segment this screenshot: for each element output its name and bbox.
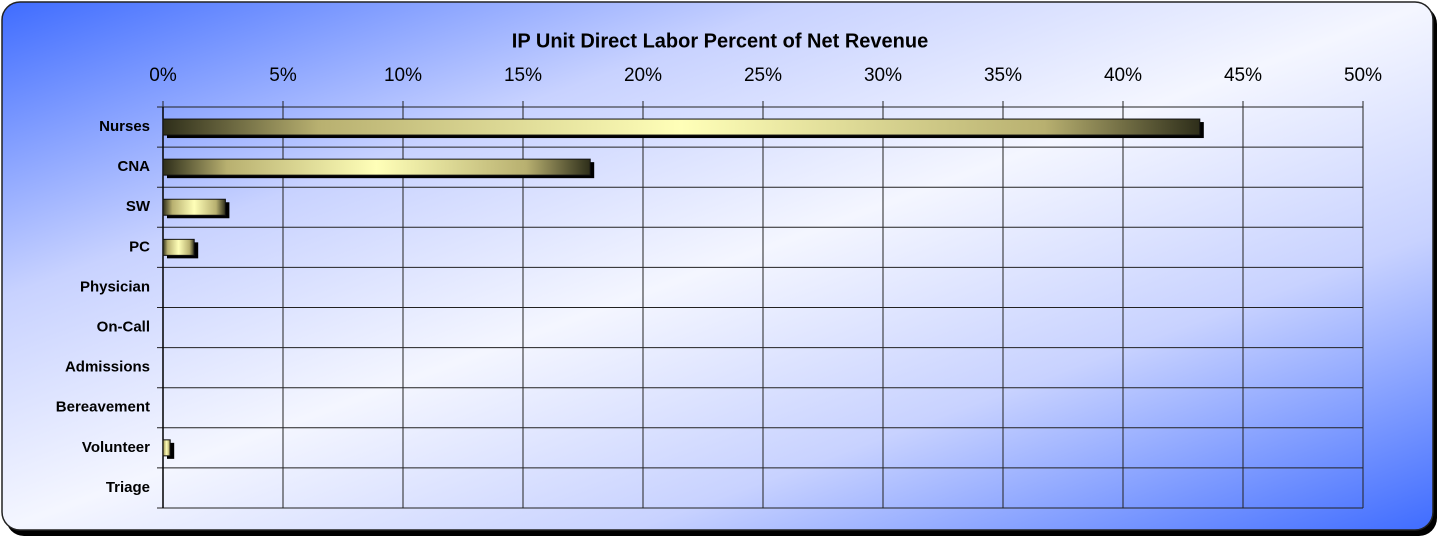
y-tick-label: Physician	[80, 278, 150, 295]
x-tick-label: 30%	[864, 65, 902, 86]
y-tick-label: PC	[129, 238, 150, 255]
x-tick-label: 50%	[1344, 65, 1382, 86]
y-tick-label: On-Call	[97, 319, 150, 336]
chart-title: IP Unit Direct Labor Percent of Net Reve…	[512, 30, 928, 52]
bar	[162, 158, 591, 176]
x-tick-label: 35%	[984, 65, 1022, 86]
bar	[162, 238, 195, 256]
x-tick-label: 40%	[1104, 65, 1142, 86]
x-tick-label: 5%	[269, 65, 297, 86]
y-tick-label: SW	[126, 198, 151, 215]
bar	[162, 118, 1201, 136]
y-tick-label: CNA	[118, 158, 151, 175]
y-tick-label: Admissions	[65, 359, 150, 376]
x-tick-label: 20%	[624, 65, 662, 86]
y-tick-label: Bereavement	[56, 399, 150, 416]
x-tick-label: 10%	[384, 65, 422, 86]
x-tick-label: 45%	[1224, 65, 1262, 86]
x-tick-label: 15%	[504, 65, 542, 86]
y-tick-label: Nurses	[99, 118, 150, 135]
x-tick-label: 25%	[744, 65, 782, 86]
y-tick-label: Volunteer	[82, 439, 150, 456]
bar	[162, 439, 171, 457]
bar	[162, 198, 226, 216]
y-tick-label: Triage	[106, 479, 150, 496]
x-tick-label: 0%	[149, 65, 177, 86]
